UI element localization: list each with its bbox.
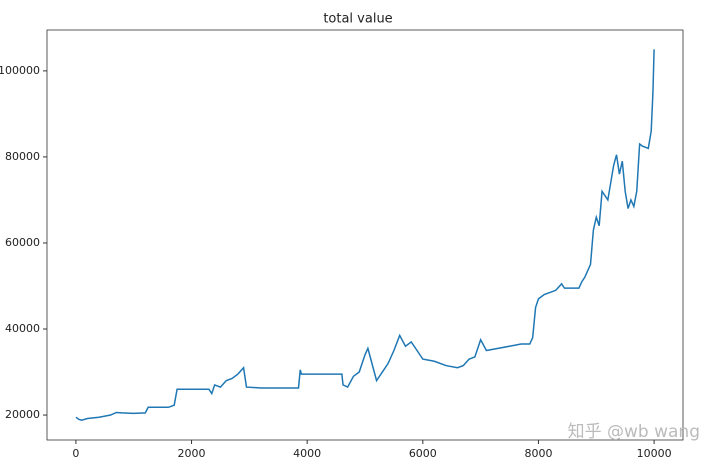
y-tick-label: 60000: [5, 236, 40, 249]
y-tick-label: 80000: [5, 150, 40, 163]
watermark: 知乎 @wb wang: [568, 422, 700, 442]
y-tick-label: 40000: [5, 322, 40, 335]
plot-frame: [46, 29, 684, 441]
x-tick-label: 10000: [637, 447, 672, 460]
x-tick-label: 0: [72, 447, 79, 460]
x-tick-label: 4000: [293, 447, 321, 460]
x-tick-label: 2000: [178, 447, 206, 460]
chart-title: total value: [323, 12, 392, 27]
x-tick-label: 6000: [409, 447, 437, 460]
y-tick-label: 20000: [5, 408, 40, 421]
line-series: [75, 49, 655, 421]
y-tick-label: 100000: [0, 64, 40, 77]
x-tick-label: 8000: [524, 447, 552, 460]
